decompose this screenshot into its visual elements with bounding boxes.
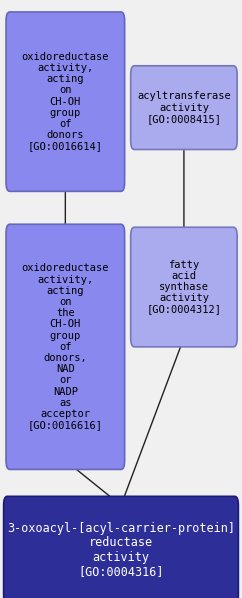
FancyBboxPatch shape (4, 496, 238, 598)
FancyBboxPatch shape (131, 66, 237, 150)
Text: oxidoreductase
activity,
acting
on
the
CH-OH
group
of
donors,
NAD
or
NADP
as
acc: oxidoreductase activity, acting on the C… (22, 264, 109, 430)
Text: oxidoreductase
activity,
acting
on
CH-OH
group
of
donors
[GO:0016614]: oxidoreductase activity, acting on CH-OH… (22, 52, 109, 151)
FancyBboxPatch shape (6, 12, 125, 191)
Text: fatty
acid
synthase
activity
[GO:0004312]: fatty acid synthase activity [GO:0004312… (146, 260, 221, 315)
Text: 3-oxoacyl-[acyl-carrier-protein]
reductase
activity
[GO:0004316]: 3-oxoacyl-[acyl-carrier-protein] reducta… (7, 522, 235, 578)
FancyBboxPatch shape (131, 227, 237, 347)
FancyBboxPatch shape (6, 224, 125, 469)
Text: acyltransferase
activity
[GO:0008415]: acyltransferase activity [GO:0008415] (137, 91, 231, 124)
